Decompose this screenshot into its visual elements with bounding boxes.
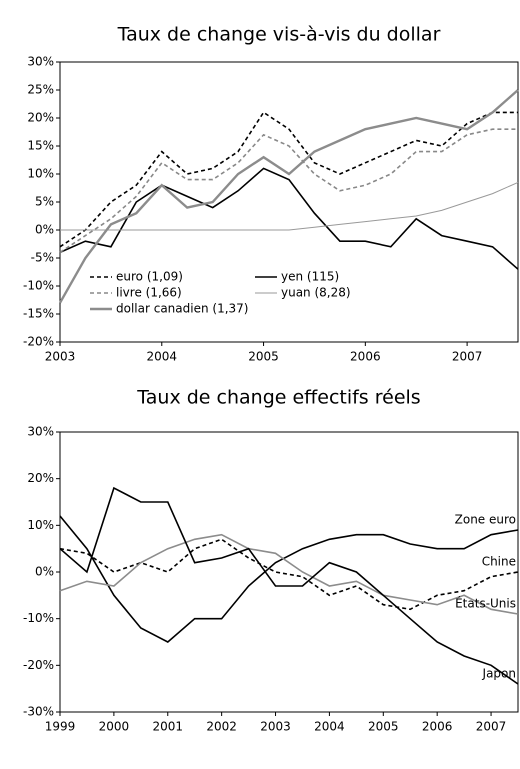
x-tick-label: 2006 <box>422 720 453 734</box>
chart-title: Taux de change effectifs réels <box>136 387 420 409</box>
y-tick-label: -5% <box>31 251 54 265</box>
legend-label: euro (1,09) <box>116 270 183 284</box>
y-tick-label: -20% <box>23 658 54 672</box>
y-tick-label: -20% <box>23 335 54 349</box>
x-tick-label: 2001 <box>152 720 183 734</box>
x-tick-label: 2002 <box>206 720 237 734</box>
series-line <box>59 515 519 643</box>
series-line <box>59 128 518 254</box>
legend-label: livre (1,66) <box>116 286 182 300</box>
legend-label: yuan (8,28) <box>281 286 351 300</box>
y-tick-label: 0% <box>35 223 54 237</box>
x-tick-label: 2007 <box>476 720 507 734</box>
plot-frame <box>59 431 519 713</box>
series-label: États-Unis <box>455 596 516 611</box>
chart-title: Taux de change vis-à-vis du dollar <box>117 24 441 46</box>
series-line <box>59 538 519 611</box>
x-tick-label: 2000 <box>99 720 130 734</box>
series-line <box>59 486 519 685</box>
series-line <box>58 89 519 304</box>
y-tick-label: 30% <box>27 55 54 69</box>
legend-label: yen (115) <box>281 270 339 284</box>
x-tick-label: 2006 <box>350 350 381 364</box>
y-tick-label: 10% <box>27 518 54 532</box>
y-tick-label: 30% <box>27 425 54 439</box>
series-label: Chine <box>482 555 516 569</box>
y-tick-label: -10% <box>23 611 54 625</box>
x-tick-label: 1999 <box>45 720 76 734</box>
y-tick-label: -15% <box>23 307 54 321</box>
series-label: Japon <box>482 667 516 681</box>
x-tick-label: 2007 <box>452 350 483 364</box>
plot-frame <box>59 61 519 343</box>
series-line <box>60 181 519 231</box>
y-tick-label: -10% <box>23 279 54 293</box>
y-tick-label: 20% <box>27 111 54 125</box>
x-tick-label: 2004 <box>314 720 345 734</box>
y-tick-label: 5% <box>35 195 54 209</box>
y-tick-label: 0% <box>35 565 54 579</box>
y-tick-label: 10% <box>27 167 54 181</box>
series-line <box>59 167 519 270</box>
x-tick-label: 2003 <box>45 350 76 364</box>
series-label: Zone euro <box>455 513 516 527</box>
x-tick-label: 2005 <box>248 350 279 364</box>
legend-label: dollar canadien (1,37) <box>116 302 248 316</box>
y-tick-label: 15% <box>27 139 54 153</box>
series-line <box>59 533 519 615</box>
x-tick-label: 2005 <box>368 720 399 734</box>
y-tick-label: 25% <box>27 83 54 97</box>
x-tick-label: 2003 <box>260 720 291 734</box>
x-tick-label: 2004 <box>147 350 178 364</box>
y-tick-label: 20% <box>27 471 54 485</box>
series-line <box>59 111 518 248</box>
y-tick-label: -30% <box>23 705 54 719</box>
